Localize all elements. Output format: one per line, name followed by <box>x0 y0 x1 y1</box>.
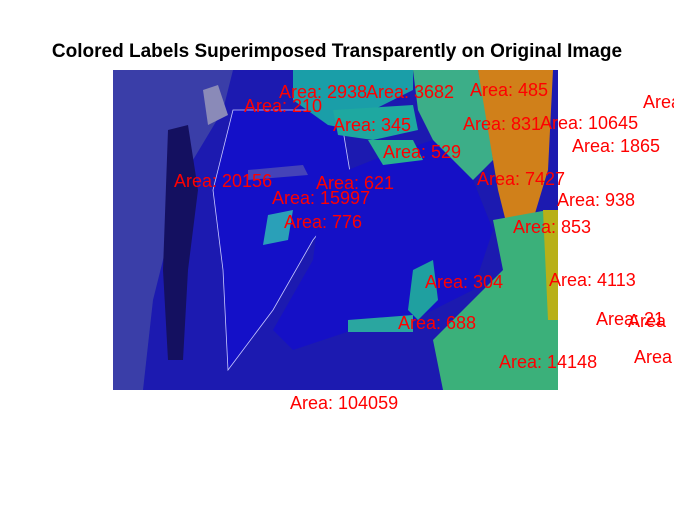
area-label: Area: 485 <box>470 80 549 100</box>
area-label: Area: 10645 <box>540 113 639 133</box>
area-label: Area: 529 <box>383 142 462 162</box>
area-label: Area: 21 <box>596 309 665 329</box>
area-label: Area: 104059 <box>290 393 399 413</box>
area-label: Area: 2938 <box>279 82 368 102</box>
segmented-ct-image <box>113 70 558 390</box>
area-label: Area: 20156 <box>174 171 273 191</box>
area-label: Area: 345 <box>333 115 412 135</box>
area-label: Area: 853 <box>513 217 592 237</box>
area-label: Area <box>634 347 673 367</box>
area-label: Area: 14148 <box>499 352 598 372</box>
area-label: Area: 7427 <box>477 169 566 189</box>
area-label: Area: 304 <box>425 272 504 292</box>
area-label: Area: 938 <box>557 190 636 210</box>
area-label: Area: 4113 <box>549 270 636 290</box>
area-label: Area: 831 <box>463 114 542 134</box>
area-label: Area: 15997 <box>272 188 371 208</box>
area-label: Area: 1865 <box>572 136 661 156</box>
area-label: Area: 3682 <box>366 82 455 102</box>
area-label: Area: 688 <box>398 313 477 333</box>
area-label: Area <box>643 92 674 112</box>
figure-title: Colored Labels Superimposed Transparentl… <box>51 41 623 62</box>
area-label: Area: 776 <box>284 212 363 232</box>
area-label: Area: 210 <box>244 96 323 116</box>
area-label: Area: 621 <box>316 173 395 193</box>
area-label: Area <box>628 311 667 331</box>
